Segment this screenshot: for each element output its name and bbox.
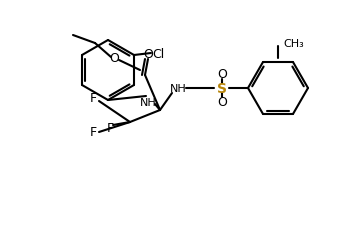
Text: O: O — [109, 52, 119, 65]
Text: F: F — [89, 92, 97, 105]
Text: NH: NH — [140, 98, 156, 108]
Text: S: S — [217, 82, 227, 96]
Text: NH: NH — [170, 84, 186, 94]
Text: F: F — [106, 121, 114, 134]
Text: F: F — [89, 126, 97, 139]
Text: O: O — [143, 48, 153, 61]
Text: Cl: Cl — [152, 47, 164, 60]
Text: CH₃: CH₃ — [283, 39, 304, 49]
Text: O: O — [217, 96, 227, 109]
Text: O: O — [217, 68, 227, 81]
